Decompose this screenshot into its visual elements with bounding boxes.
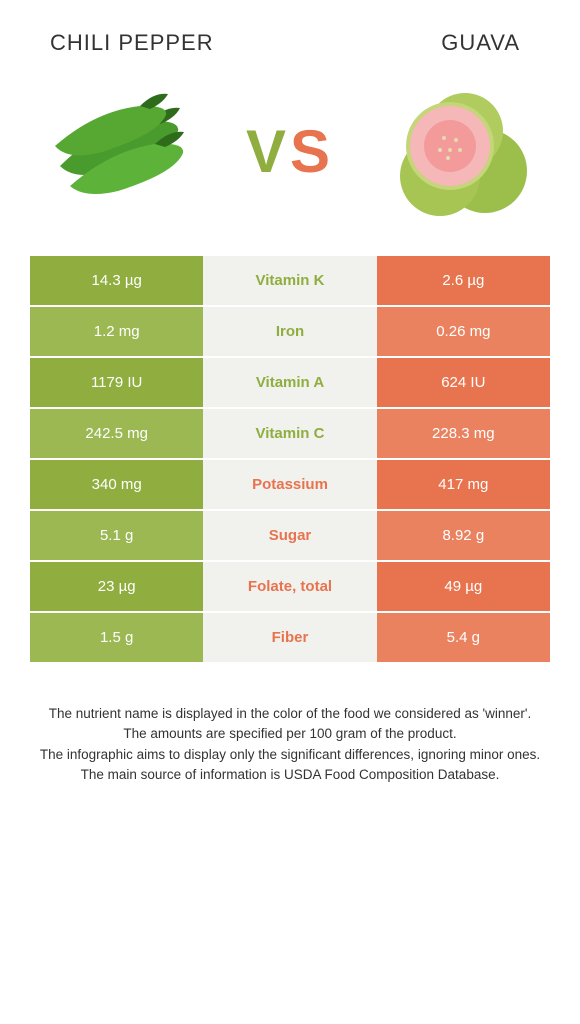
footer-notes: The nutrient name is displayed in the co… bbox=[0, 664, 580, 805]
table-row: 5.1 gSugar8.92 g bbox=[30, 511, 550, 562]
nutrient-name: Vitamin C bbox=[203, 409, 376, 460]
nutrient-table: 14.3 µgVitamin K2.6 µg1.2 mgIron0.26 mg1… bbox=[30, 256, 550, 664]
footer-line-4: The main source of information is USDA F… bbox=[30, 765, 550, 785]
vs-label: VS bbox=[246, 117, 334, 186]
table-row: 1.2 mgIron0.26 mg bbox=[30, 307, 550, 358]
nutrient-name: Vitamin K bbox=[203, 256, 376, 307]
right-value: 2.6 µg bbox=[377, 256, 550, 307]
hero-row: VS bbox=[0, 66, 580, 256]
right-value: 49 µg bbox=[377, 562, 550, 613]
nutrient-name: Iron bbox=[203, 307, 376, 358]
table-row: 1179 IUVitamin A624 IU bbox=[30, 358, 550, 409]
nutrient-name: Folate, total bbox=[203, 562, 376, 613]
table-row: 242.5 mgVitamin C228.3 mg bbox=[30, 409, 550, 460]
left-value: 1179 IU bbox=[30, 358, 203, 409]
chili-pepper-image bbox=[40, 76, 200, 226]
footer-line-2: The amounts are specified per 100 gram o… bbox=[30, 724, 550, 744]
table-row: 14.3 µgVitamin K2.6 µg bbox=[30, 256, 550, 307]
table-row: 1.5 gFiber5.4 g bbox=[30, 613, 550, 664]
footer-line-3: The infographic aims to display only the… bbox=[30, 745, 550, 765]
guava-image bbox=[380, 76, 540, 226]
right-value: 228.3 mg bbox=[377, 409, 550, 460]
left-value: 1.2 mg bbox=[30, 307, 203, 358]
right-value: 0.26 mg bbox=[377, 307, 550, 358]
left-value: 23 µg bbox=[30, 562, 203, 613]
left-value: 14.3 µg bbox=[30, 256, 203, 307]
left-food-title: CHILI PEPPER bbox=[50, 30, 214, 56]
right-value: 417 mg bbox=[377, 460, 550, 511]
left-value: 1.5 g bbox=[30, 613, 203, 664]
right-value: 5.4 g bbox=[377, 613, 550, 664]
footer-line-1: The nutrient name is displayed in the co… bbox=[30, 704, 550, 724]
nutrient-name: Potassium bbox=[203, 460, 376, 511]
vs-v: V bbox=[246, 118, 290, 185]
right-value: 624 IU bbox=[377, 358, 550, 409]
nutrient-name: Fiber bbox=[203, 613, 376, 664]
vs-s: S bbox=[290, 118, 334, 185]
table-row: 340 mgPotassium417 mg bbox=[30, 460, 550, 511]
nutrient-name: Vitamin A bbox=[203, 358, 376, 409]
left-value: 5.1 g bbox=[30, 511, 203, 562]
nutrient-name: Sugar bbox=[203, 511, 376, 562]
header: CHILI PEPPER GUAVA bbox=[0, 0, 580, 66]
right-value: 8.92 g bbox=[377, 511, 550, 562]
left-value: 340 mg bbox=[30, 460, 203, 511]
left-value: 242.5 mg bbox=[30, 409, 203, 460]
table-row: 23 µgFolate, total49 µg bbox=[30, 562, 550, 613]
right-food-title: GUAVA bbox=[441, 30, 520, 56]
